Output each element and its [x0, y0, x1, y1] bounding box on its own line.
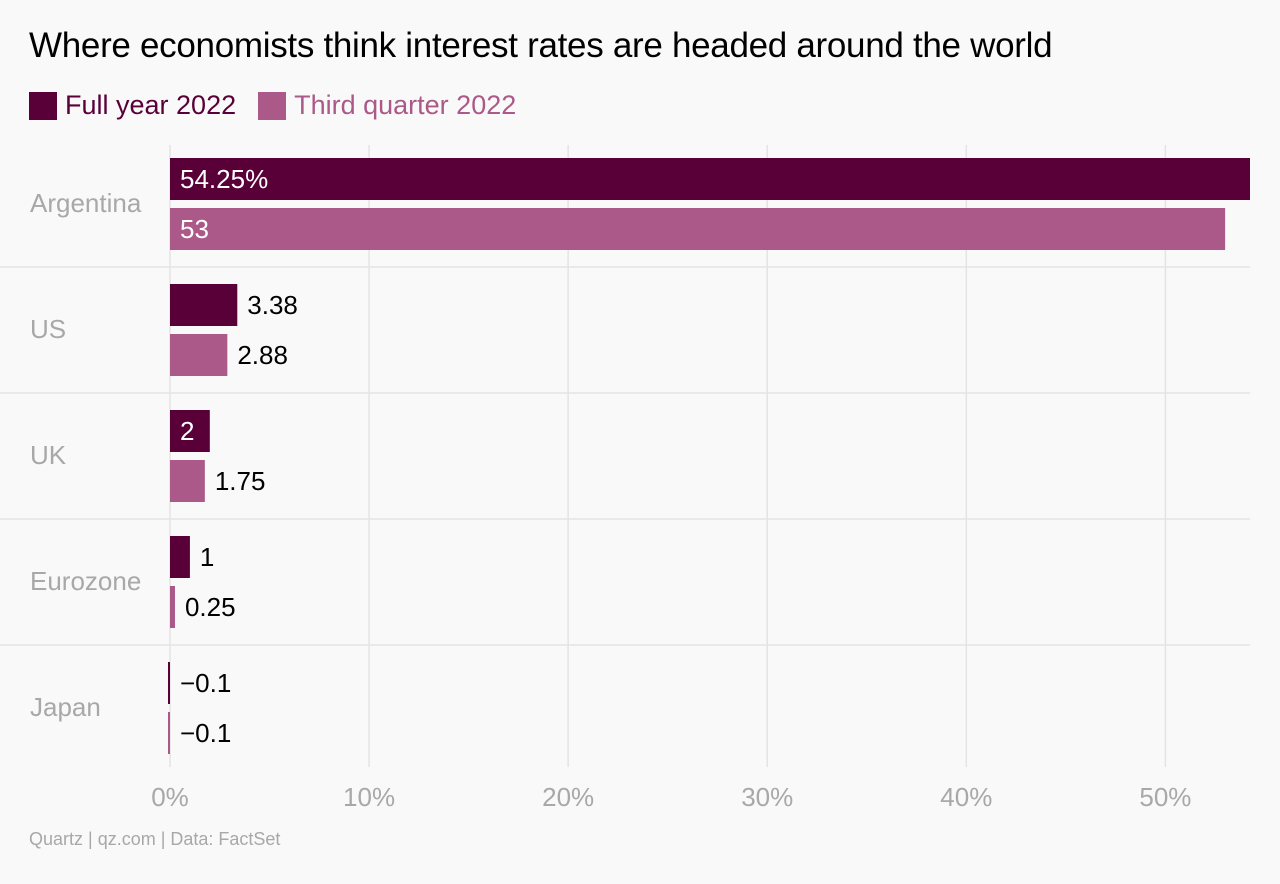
- data-label: 2: [180, 416, 194, 446]
- category-label: Japan: [30, 692, 101, 722]
- chart-title: Where economists think interest rates ar…: [29, 26, 1053, 65]
- bar-full-year: [170, 158, 1250, 200]
- x-tick-label: 10%: [343, 782, 395, 812]
- x-tick-label: 30%: [741, 782, 793, 812]
- source-footer: Quartz | qz.com | Data: FactSet: [29, 829, 281, 849]
- category-label: Argentina: [30, 188, 142, 218]
- legend-label-third-quarter: Third quarter 2022: [294, 90, 517, 120]
- data-label: 1.75: [215, 466, 266, 496]
- data-label: 2.88: [237, 340, 288, 370]
- x-tick-label: 20%: [542, 782, 594, 812]
- bar-third-quarter: [170, 586, 175, 628]
- x-tick-label: 40%: [940, 782, 992, 812]
- category-label: US: [30, 314, 66, 344]
- data-label: −0.1: [180, 668, 231, 698]
- data-label: −0.1: [180, 718, 231, 748]
- x-tick-label: 50%: [1139, 782, 1191, 812]
- bar-third-quarter: [170, 460, 205, 502]
- legend-label-full-year: Full year 2022: [65, 90, 237, 120]
- bar-full-year: [168, 662, 170, 704]
- legend-item-full-year: Full year 2022: [29, 90, 236, 121]
- x-tick-label: 0%: [151, 782, 189, 812]
- legend-item-third-quarter: Third quarter 2022: [258, 90, 516, 121]
- category-label: UK: [30, 440, 67, 470]
- legend-swatch-full-year: [29, 91, 57, 120]
- data-label: 3.38: [247, 290, 298, 320]
- legend: Full year 2022 Third quarter 2022: [29, 90, 538, 121]
- data-label: 0.25: [185, 592, 236, 622]
- bar-third-quarter: [170, 334, 228, 376]
- bar-full-year: [170, 536, 190, 578]
- bar-third-quarter: [168, 712, 170, 754]
- bar-full-year: [170, 410, 210, 452]
- category-label: Eurozone: [30, 566, 141, 596]
- bar-full-year: [170, 284, 238, 326]
- data-label: 1: [200, 542, 214, 572]
- legend-swatch-third-quarter: [258, 91, 287, 120]
- data-label: 54.25%: [180, 164, 268, 194]
- bar-third-quarter: [170, 208, 1226, 250]
- data-label: 53: [180, 214, 209, 244]
